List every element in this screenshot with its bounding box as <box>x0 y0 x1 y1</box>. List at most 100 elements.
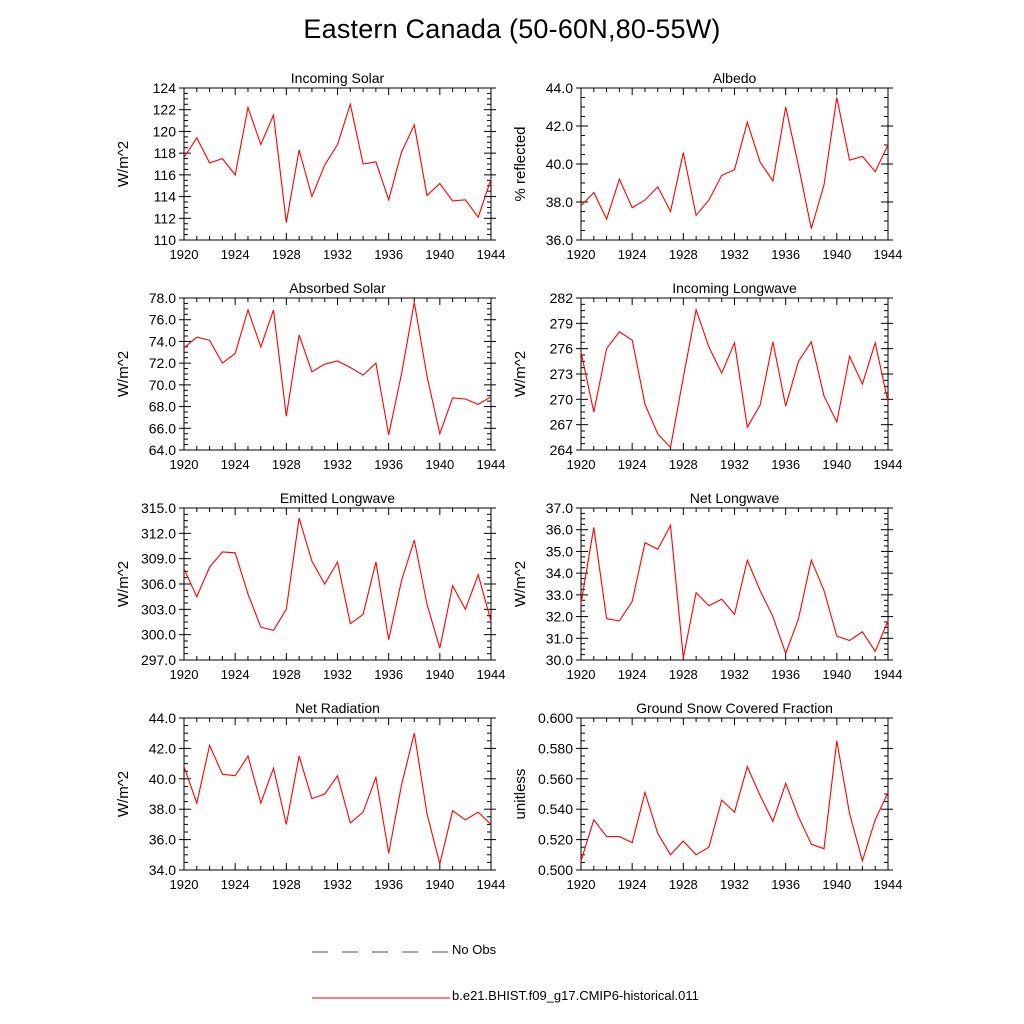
x-tick-label: 1944 <box>874 457 903 472</box>
legend-no-obs: No Obs <box>312 942 496 958</box>
series-line <box>183 517 492 649</box>
x-tick-label: 1944 <box>477 877 506 892</box>
series-line <box>183 102 492 223</box>
x-tick-label: 1944 <box>874 877 903 892</box>
x-tick-label: 1936 <box>374 457 403 472</box>
y-tick-label: 273 <box>550 366 574 382</box>
y-tick-label: 40.0 <box>149 771 176 787</box>
y-tick-label: 64.0 <box>149 442 176 458</box>
y-tick-label: 112 <box>154 210 177 226</box>
y-tick-label: 40.0 <box>546 156 573 172</box>
panel-2: Absorbed Solar W/m^2 1920 1924 1928 1932 1936 1… <box>115 280 505 472</box>
panel-title: Incoming Longwave <box>672 280 797 296</box>
x-tick-label: 1940 <box>822 667 851 682</box>
x-tick-label: 1936 <box>771 247 800 262</box>
y-tick-label: 276 <box>550 341 574 357</box>
legend-model-run-label: b.e21.BHIST.f09_g17.CMIP6-historical.011 <box>452 988 699 1003</box>
x-tick-label: 1928 <box>272 247 301 262</box>
y-axis-label: unitless <box>512 769 529 820</box>
x-tick-label: 1932 <box>323 247 352 262</box>
panel-5: Net Longwave W/m^2 1920 1924 1928 1932 1936 194… <box>512 490 902 682</box>
plot-frame <box>580 507 889 661</box>
y-axis-label: W/m^2 <box>115 771 132 817</box>
plot-frame <box>183 717 492 871</box>
series-line <box>183 733 492 865</box>
x-tick-label: 1928 <box>272 667 301 682</box>
x-tick-label: 1932 <box>323 877 352 892</box>
series-line <box>580 97 889 229</box>
legend-model-run-swatch <box>312 997 450 999</box>
x-tick-label: 1920 <box>170 877 199 892</box>
y-axis-label: W/m^2 <box>115 141 132 187</box>
x-tick-label: 1936 <box>771 877 800 892</box>
y-tick-label: 0.560 <box>538 771 573 787</box>
y-tick-label: 264 <box>550 442 574 458</box>
y-tick-label: 0.500 <box>538 862 573 878</box>
x-tick-label: 1920 <box>170 247 199 262</box>
y-tick-label: 267 <box>550 417 574 433</box>
y-tick-label: 30.0 <box>546 652 573 668</box>
panel-title: Albedo <box>713 70 757 86</box>
panel-title: Net Longwave <box>690 490 780 506</box>
x-tick-label: 1924 <box>221 667 250 682</box>
x-tick-label: 1924 <box>221 247 250 262</box>
panel-title: Ground Snow Covered Fraction <box>636 700 833 716</box>
panel-3: Incoming Longwave W/m^2 1920 1924 1928 1932 19… <box>512 280 902 472</box>
x-tick-label: 1928 <box>669 457 698 472</box>
x-tick-label: 1920 <box>170 667 199 682</box>
y-tick-label: 306.0 <box>141 576 176 592</box>
panel-title: Absorbed Solar <box>289 280 386 296</box>
series-line <box>580 307 889 449</box>
y-tick-label: 297.0 <box>141 652 176 668</box>
x-tick-label: 1940 <box>425 667 454 682</box>
y-tick-label: 124 <box>153 80 177 96</box>
y-tick-label: 279 <box>550 315 574 331</box>
y-tick-label: 44.0 <box>149 710 176 726</box>
x-tick-label: 1924 <box>618 877 647 892</box>
y-tick-label: 38.0 <box>149 801 176 817</box>
y-tick-label: 70.0 <box>149 377 176 393</box>
panel-title: Incoming Solar <box>291 70 385 86</box>
x-tick-label: 1940 <box>822 877 851 892</box>
x-tick-label: 1940 <box>822 247 851 262</box>
x-tick-label: 1924 <box>221 457 250 472</box>
x-tick-label: 1944 <box>477 667 506 682</box>
x-tick-label: 1928 <box>669 667 698 682</box>
y-tick-label: 42.0 <box>546 118 573 134</box>
x-tick-label: 1924 <box>618 247 647 262</box>
y-tick-label: 76.0 <box>149 312 176 328</box>
y-tick-label: 120 <box>153 123 177 139</box>
x-tick-label: 1936 <box>374 877 403 892</box>
x-tick-label: 1944 <box>874 247 903 262</box>
y-axis-label: W/m^2 <box>512 351 529 397</box>
x-tick-label: 1932 <box>323 667 352 682</box>
y-tick-label: 68.0 <box>149 399 176 415</box>
x-tick-label: 1920 <box>567 457 596 472</box>
panel-7: Ground Snow Covered Fraction unitless 1920… <box>512 700 902 892</box>
x-tick-label: 1924 <box>221 877 250 892</box>
y-tick-label: 270 <box>550 391 574 407</box>
x-tick-label: 1932 <box>720 877 749 892</box>
y-tick-label: 33.0 <box>546 587 573 603</box>
y-tick-label: 315.0 <box>141 500 176 516</box>
y-tick-label: 114 <box>154 189 177 205</box>
x-tick-label: 1944 <box>477 457 506 472</box>
y-tick-label: 118 <box>154 145 177 161</box>
panel-6: Net Radiation W/m^2 1920 1924 1928 1932 1936 19… <box>115 700 505 892</box>
series-line <box>580 523 889 658</box>
x-tick-label: 1920 <box>567 247 596 262</box>
y-tick-label: 35.0 <box>546 543 573 559</box>
y-tick-label: 42.0 <box>149 740 176 756</box>
y-tick-label: 110 <box>154 232 177 248</box>
x-tick-label: 1920 <box>170 457 199 472</box>
x-tick-label: 1936 <box>374 667 403 682</box>
y-tick-label: 0.580 <box>538 740 573 756</box>
y-tick-label: 72.0 <box>149 355 176 371</box>
y-tick-label: 34.0 <box>149 862 176 878</box>
x-tick-label: 1932 <box>323 457 352 472</box>
y-tick-label: 44.0 <box>546 80 573 96</box>
x-tick-label: 1936 <box>771 457 800 472</box>
x-tick-label: 1940 <box>822 457 851 472</box>
y-tick-label: 0.520 <box>538 832 573 848</box>
plot-frame <box>580 717 889 871</box>
